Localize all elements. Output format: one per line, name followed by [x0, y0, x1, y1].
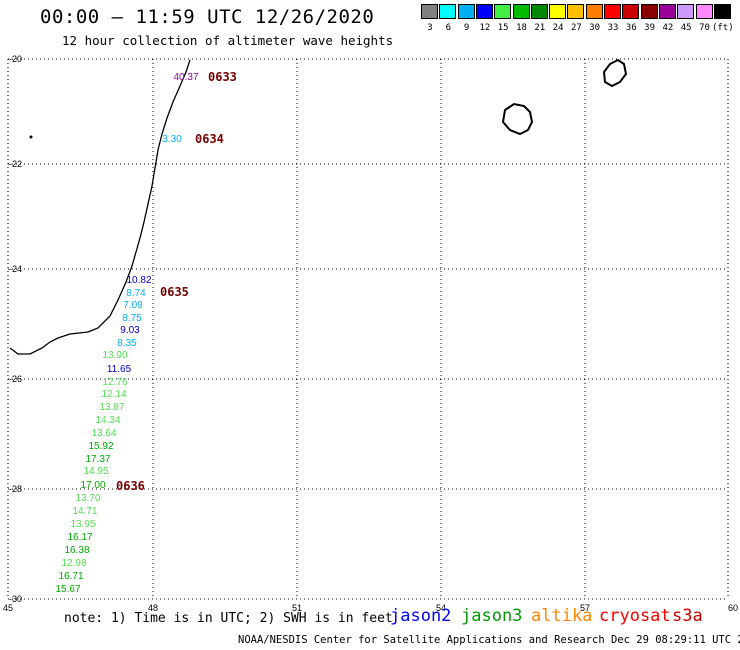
swh-reading: 13.70 — [75, 493, 100, 504]
swh-reading: 13.90 — [102, 350, 127, 361]
swh-reading: 7.09 — [123, 300, 143, 311]
scale-label: 18 — [516, 23, 527, 33]
scale-swatch — [713, 4, 731, 19]
swh-reading: 14.71 — [72, 506, 97, 517]
madagascar-coastline — [9, 59, 191, 355]
scale-swatch — [695, 4, 713, 19]
swh-reading: 12.98 — [61, 558, 86, 569]
x-tick-label: 60 — [728, 603, 738, 613]
scale-swatch — [567, 4, 585, 19]
scale-label: 12 — [479, 23, 491, 33]
x-tick-label: 54 — [436, 603, 446, 613]
scale-swatch — [585, 4, 603, 19]
islet-marker — [29, 135, 33, 139]
scale-label: 30 — [589, 23, 601, 33]
y-tick-label: -22 — [9, 159, 22, 169]
swh-reading: 16.71 — [58, 571, 83, 582]
x-tick-label: 57 — [580, 603, 590, 613]
scale-label: 42 — [662, 23, 674, 33]
swh-reading: 13.87 — [99, 402, 124, 413]
scale-label: 39 — [644, 23, 656, 33]
scale-swatch — [530, 4, 548, 19]
y-tick-label: -26 — [9, 374, 22, 384]
y-tick-label: -20 — [9, 54, 22, 64]
track-time-labels: 0633 0634 0635 0636 — [116, 70, 237, 493]
scale-swatch — [658, 4, 676, 19]
track-time-label: 0634 — [195, 132, 224, 146]
swh-reading: 17.00 — [80, 480, 105, 491]
y-axis-tick-labels: -20 -22 -24 -26 -28 -30 — [9, 54, 22, 604]
credit-line: NOAA/NESDIS Center for Satellite Applica… — [238, 634, 740, 646]
satellite-label: cryosat — [599, 606, 671, 626]
y-tick-label: -28 — [9, 484, 22, 494]
scale-swatch — [549, 4, 567, 19]
scale-label: (ft) — [711, 23, 734, 33]
scale-label: 6 — [445, 23, 451, 33]
track-time-label: 0635 — [160, 285, 189, 299]
swh-reading: 10.82 — [126, 275, 151, 286]
scale-swatch — [622, 4, 640, 19]
map-grid — [8, 58, 728, 599]
scale-swatch — [604, 4, 621, 19]
swh-reading: 14.95 — [83, 466, 108, 477]
scale-swatch — [512, 4, 530, 19]
swh-reading: 8.35 — [117, 338, 137, 349]
scale-swatch — [457, 4, 475, 19]
scale-label: 27 — [570, 23, 582, 33]
scale-label: 9 — [463, 23, 470, 33]
swh-reading: 13.64 — [91, 428, 116, 439]
swh-reading: 3.30 — [162, 134, 182, 145]
y-tick-label: -24 — [9, 264, 22, 274]
swh-reading: 12.14 — [101, 389, 126, 400]
satellite-label: s3a — [672, 606, 703, 626]
swh-reading: 8.75 — [122, 313, 142, 324]
track-time-label: 0633 — [208, 70, 237, 84]
scale-label: 70 — [699, 23, 710, 33]
swh-reading: 17.37 — [85, 454, 110, 465]
scale-label: 3 — [427, 23, 433, 33]
scale-swatch — [494, 4, 512, 19]
satellite-label: jason3 — [461, 606, 523, 626]
map-border — [7, 59, 729, 600]
x-tick-label: 51 — [292, 603, 302, 613]
scale-label: 24 — [552, 23, 564, 33]
units-note: note: 1) Time is in UTC; 2) SWH is in fe… — [64, 611, 393, 626]
map-title: 00:00 — 11:59 UTC 12/26/2020 — [40, 6, 375, 28]
y-tick-label: -30 — [9, 594, 22, 604]
reunion-island-outline — [501, 102, 534, 136]
swh-reading: 15.67 — [55, 584, 80, 595]
scale-swatch — [439, 4, 457, 19]
scale-swatch — [475, 4, 493, 19]
satellite-label: jason2 — [390, 606, 452, 626]
swh-reading: 12.76 — [102, 377, 127, 388]
swh-reading: 16.17 — [67, 532, 92, 543]
scale-label: 36 — [625, 23, 637, 33]
swh-reading: 11.65 — [107, 364, 132, 375]
satellite-label: altika — [531, 606, 593, 626]
scale-label: 21 — [534, 23, 546, 33]
swh-reading: 15.92 — [88, 441, 113, 452]
swh-reading: 8.74 — [126, 288, 146, 299]
map-subtitle: 12 hour collection of altimeter wave hei… — [62, 33, 394, 48]
swh-reading: 13.95 — [70, 519, 95, 530]
scale-swatch — [640, 4, 658, 19]
x-tick-label: 45 — [3, 603, 13, 613]
scale-label: 33 — [607, 23, 619, 33]
scale-swatch — [677, 4, 695, 19]
swh-reading: 16.38 — [64, 545, 89, 556]
track-time-label: 0636 — [116, 479, 145, 493]
x-axis-tick-labels: 45 48 51 54 57 60 — [3, 603, 738, 613]
scale-swatch — [421, 4, 438, 19]
swh-reading: 14.34 — [95, 415, 120, 426]
scale-label: 45 — [680, 23, 692, 33]
scale-label: 15 — [497, 23, 509, 33]
swh-reading: 9.03 — [120, 325, 140, 336]
swh-reading: 40.37 — [173, 72, 198, 83]
x-tick-label: 48 — [148, 603, 158, 613]
mauritius-island-outline — [602, 58, 628, 88]
